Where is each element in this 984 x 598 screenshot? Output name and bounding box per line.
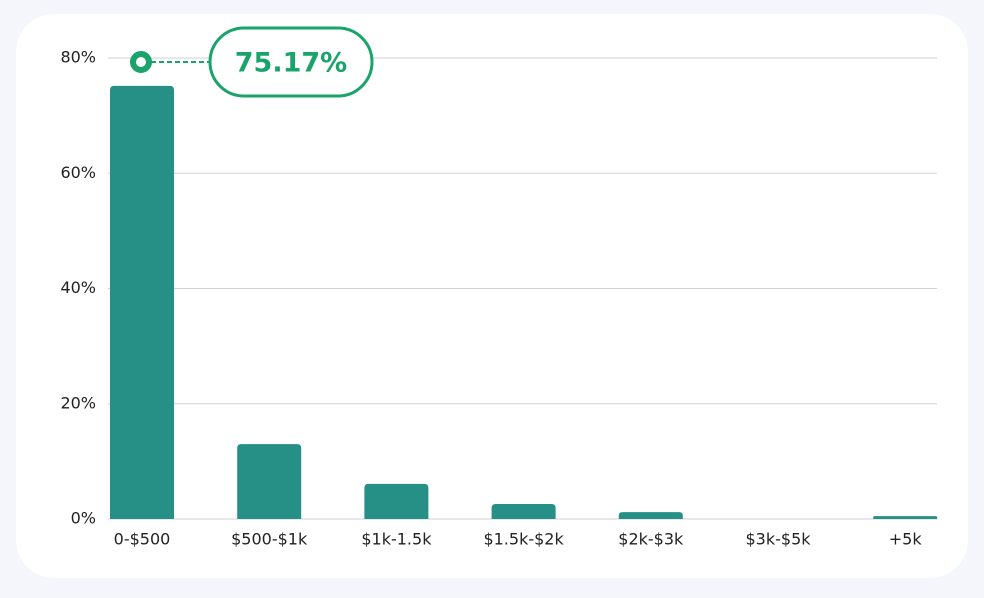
bar (237, 444, 302, 519)
y-tick-label: 80% (60, 48, 96, 67)
y-tick-label: 20% (60, 393, 96, 412)
value-label: 75.17% (235, 48, 347, 79)
x-tick-label: $2k-$3k (618, 530, 684, 549)
x-tick-label: +5k (889, 530, 923, 549)
bar (873, 516, 938, 519)
bar (618, 512, 683, 519)
x-tick-label: $500-$1k (231, 530, 308, 549)
bar (110, 85, 174, 519)
x-tick-label: $3k-$5k (745, 530, 811, 549)
x-tick-label: 0-$500 (114, 530, 171, 549)
y-tick-label: 60% (60, 163, 96, 182)
y-tick-label: 0% (71, 509, 96, 528)
card (16, 14, 968, 578)
callout-pill (208, 26, 374, 98)
bar (491, 504, 556, 519)
y-tick-label: 40% (60, 278, 96, 297)
bar (364, 483, 429, 519)
callout-dot (130, 51, 152, 73)
x-tick-label: $1k-1.5k (361, 530, 432, 549)
x-tick-label: $1.5k-$2k (483, 530, 564, 549)
